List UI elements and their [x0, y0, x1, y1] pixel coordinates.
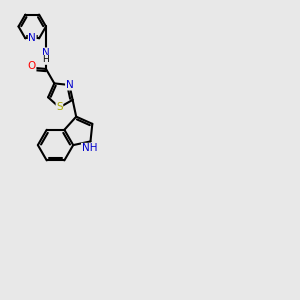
Text: H: H: [43, 56, 50, 64]
Text: O: O: [28, 61, 36, 71]
Text: N: N: [66, 80, 73, 90]
Text: S: S: [56, 103, 63, 112]
Text: N: N: [28, 33, 36, 43]
Text: NH: NH: [82, 143, 97, 153]
Text: N: N: [42, 48, 50, 58]
